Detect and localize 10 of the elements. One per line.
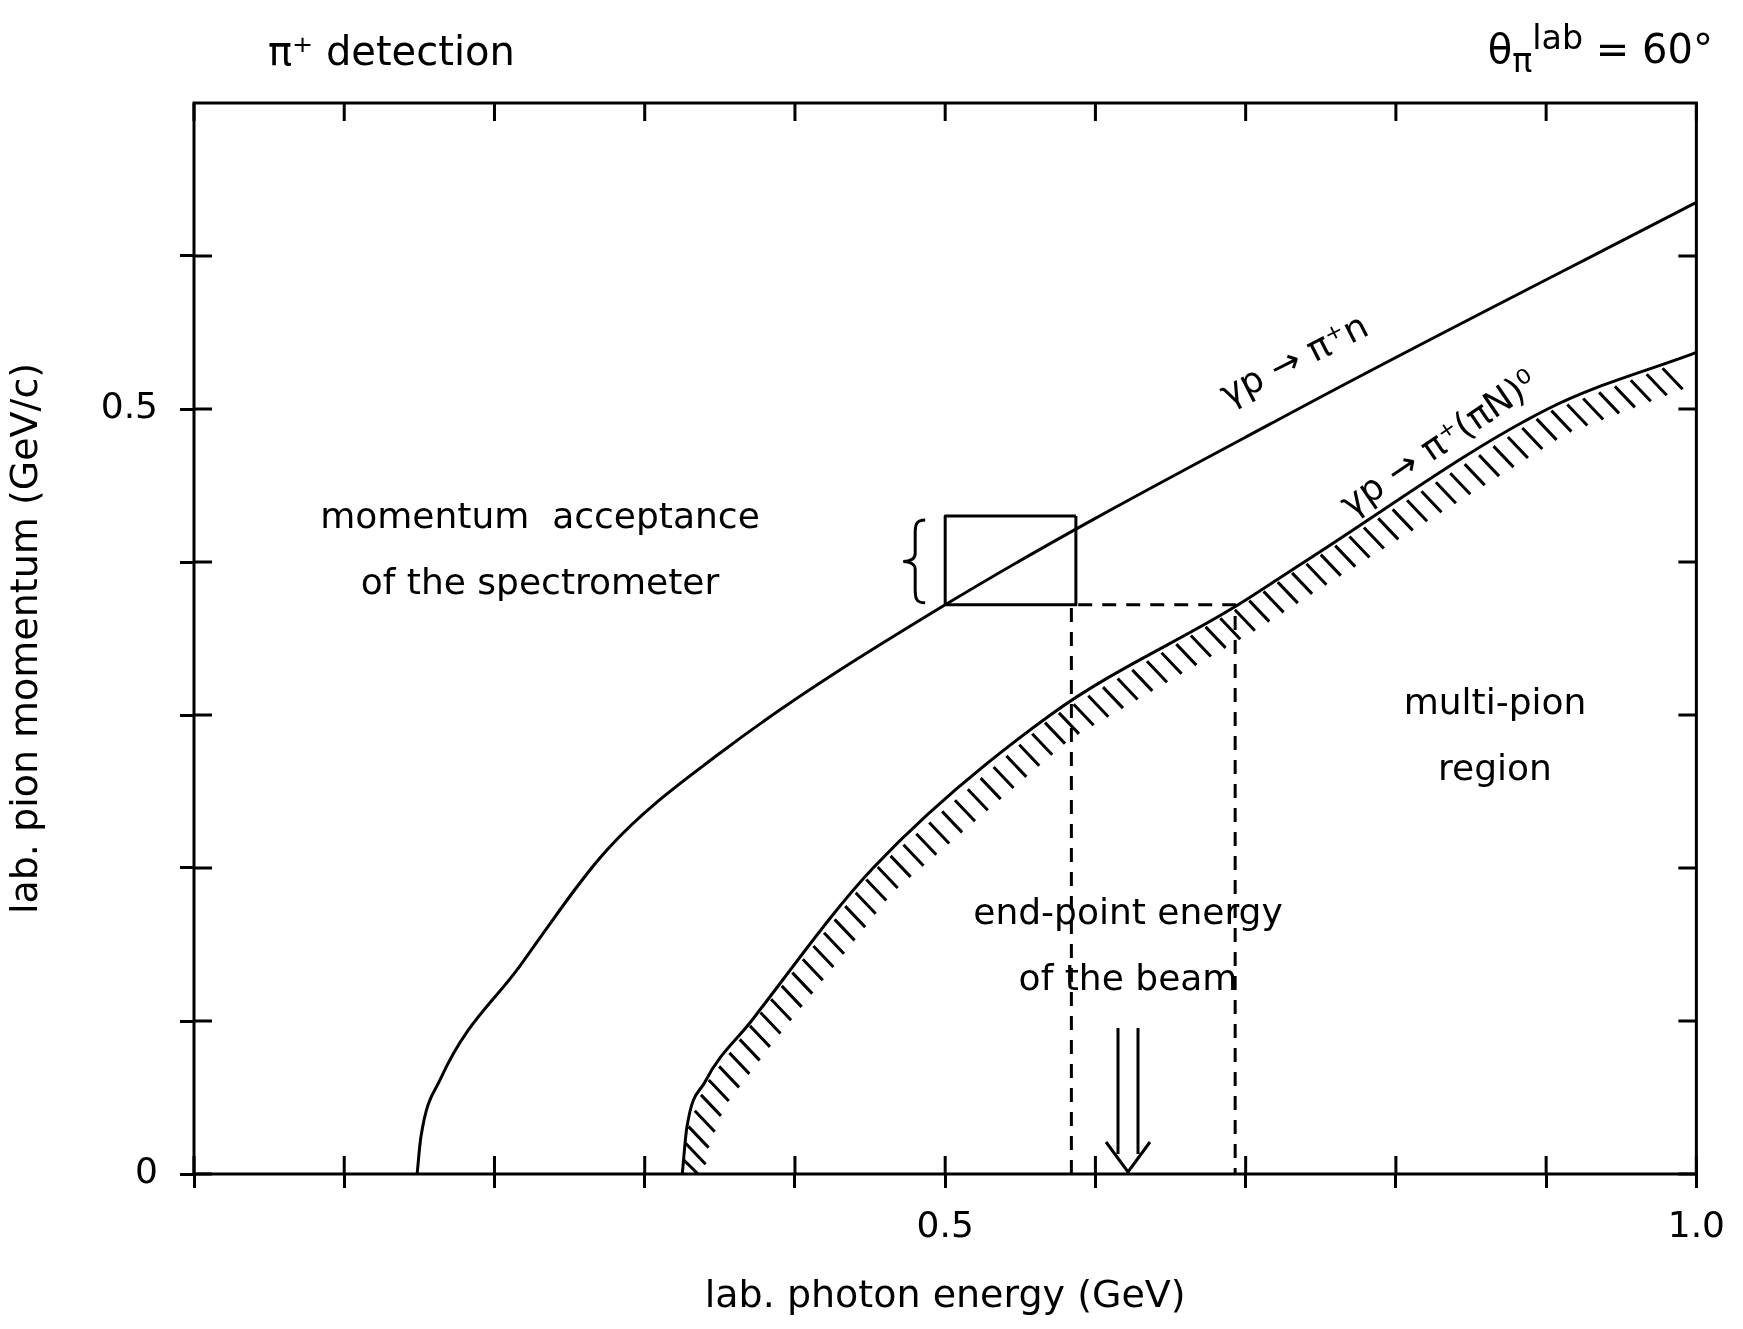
annotation: γp → π⁺n bbox=[1212, 304, 1375, 414]
annotation: end-point energy of the beam bbox=[973, 891, 1283, 999]
chart-subtitle: θ$_{π}$$^{lab}$ = 60° bbox=[1487, 18, 1713, 81]
annotation: momentum acceptance of the spectrometer bbox=[320, 495, 760, 603]
y-tick-label: 0 bbox=[135, 1150, 158, 1192]
x-tick-label: 1.0 bbox=[1667, 1203, 1726, 1245]
annotation: multi-pion region bbox=[1403, 681, 1587, 789]
x-axis-title: lab. photon energy (GeV) bbox=[704, 1272, 1186, 1317]
y-axis-title: lab. pion momentum (GeV/c) bbox=[1, 362, 46, 915]
chart-title: π⁺ detection bbox=[268, 28, 515, 74]
